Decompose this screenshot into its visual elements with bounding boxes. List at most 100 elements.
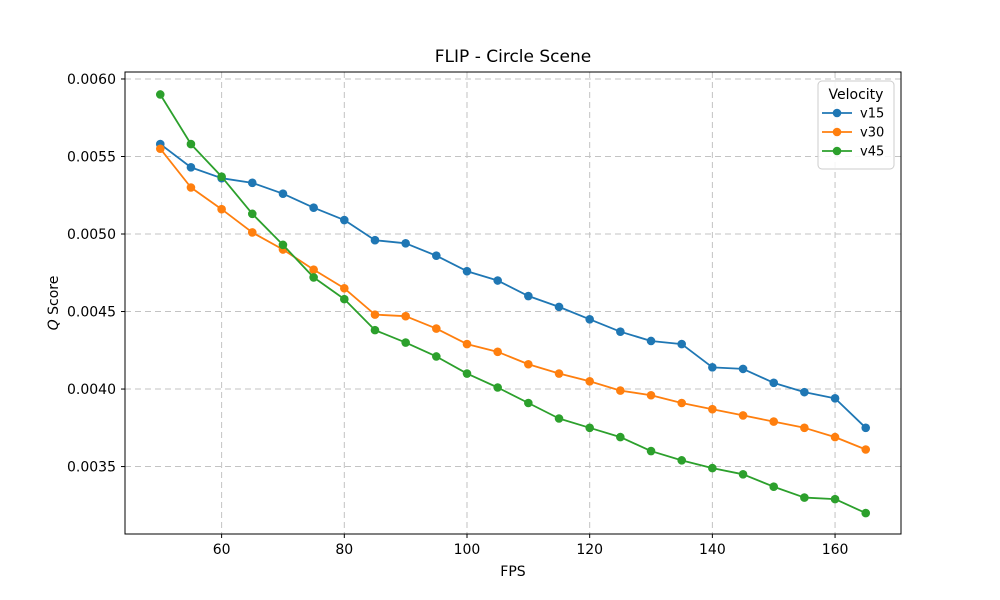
data-point-v15 (401, 239, 410, 248)
data-point-v30 (186, 183, 196, 192)
y-tick-label: 0.0050 (67, 227, 116, 243)
data-point-v45 (769, 482, 779, 492)
series-line-v30 (159, 147, 867, 451)
data-point-v45 (401, 338, 410, 347)
y-tick-label: 0.0045 (67, 305, 116, 321)
x-tick-label: 140 (699, 542, 726, 558)
data-point-v45 (278, 240, 288, 250)
data-point-v30 (155, 144, 165, 154)
data-point-v15 (738, 364, 748, 374)
data-point-v30 (493, 347, 502, 357)
data-point-v45 (309, 273, 318, 282)
y-tick-label: 0.0060 (67, 72, 116, 88)
data-point-v45 (186, 139, 196, 149)
data-point-v45 (616, 432, 625, 442)
data-point-v45 (247, 209, 257, 219)
data-point-v30 (370, 310, 380, 319)
data-point-v15 (769, 378, 779, 388)
data-point-v30 (462, 339, 472, 349)
data-point-v30 (800, 423, 809, 433)
data-point-v45 (493, 383, 502, 392)
data-point-v45 (554, 414, 564, 423)
data-point-v30 (217, 204, 226, 214)
x-tick-label: 120 (576, 542, 603, 558)
data-point-v30 (432, 324, 441, 333)
legend-entry-label: v15 (860, 107, 884, 122)
data-point-v45 (861, 508, 871, 518)
legend-marker-v30 (832, 127, 842, 137)
legend-entry-label: v45 (860, 145, 884, 160)
chart-title: FLIP - Circle Scene (435, 47, 591, 67)
data-point-v45 (340, 294, 349, 304)
data-point-v15 (585, 314, 594, 324)
data-point-v15 (278, 189, 288, 199)
x-tick-label: 80 (335, 542, 353, 558)
data-point-v30 (247, 228, 257, 237)
data-point-v45 (155, 90, 165, 99)
data-point-v15 (370, 235, 380, 245)
legend-entries: v15 v30 v45 (822, 107, 884, 160)
data-point-v30 (340, 283, 349, 293)
series-line-v15 (159, 143, 867, 429)
data-point-v30 (309, 265, 318, 274)
grid-layer (125, 72, 901, 534)
data-point-v15 (247, 178, 257, 188)
legend: Velocity v15 v30 v45 (817, 80, 895, 170)
y-tick-label: 0.0035 (67, 460, 116, 476)
data-point-v45 (217, 172, 226, 181)
data-point-v15 (340, 215, 349, 225)
y-axis-label: Q Score (46, 276, 62, 331)
legend-title: Velocity (829, 87, 884, 103)
data-point-v45 (708, 463, 717, 473)
data-point-v15 (616, 327, 625, 336)
data-point-v30 (524, 359, 533, 369)
legend-marker-v45 (832, 146, 842, 156)
data-point-v30 (708, 404, 717, 414)
data-point-v15 (309, 203, 318, 212)
data-point-v30 (554, 369, 564, 378)
data-point-v15 (830, 394, 840, 403)
plot-border (124, 71, 902, 535)
data-point-v45 (677, 456, 686, 465)
data-point-v30 (585, 376, 594, 386)
x-tick-label: 160 (822, 542, 849, 558)
data-point-v30 (769, 417, 779, 426)
data-point-v15 (524, 291, 533, 301)
y-tick-label: 0.0055 (67, 149, 116, 165)
data-point-v15 (861, 423, 871, 433)
y-tick-label: 0.0040 (67, 382, 116, 398)
legend-entry-label: v30 (860, 126, 884, 141)
data-point-v30 (861, 445, 871, 454)
data-point-v15 (708, 363, 717, 372)
data-point-v45 (585, 423, 594, 433)
data-point-v15 (677, 339, 686, 349)
series-layer (155, 90, 871, 518)
data-point-v15 (646, 336, 656, 346)
x-tick-label: 100 (454, 542, 481, 558)
data-point-v45 (646, 446, 656, 456)
data-point-v30 (830, 432, 840, 442)
data-point-v30 (677, 398, 686, 408)
axes-layer: 60 80 100 120 140 160 0.0035 0.0040 0.0045 0.0050… (67, 71, 902, 558)
data-point-v30 (738, 411, 748, 420)
data-point-v45 (370, 325, 380, 335)
data-point-v45 (432, 352, 441, 361)
data-point-v15 (493, 276, 502, 285)
data-point-v30 (401, 311, 410, 321)
data-point-v15 (800, 387, 809, 397)
data-point-v15 (554, 302, 564, 312)
data-point-v45 (524, 398, 533, 408)
data-point-v15 (462, 266, 472, 276)
legend-marker-v15 (832, 108, 842, 118)
x-tick-label: 60 (213, 542, 231, 558)
data-point-v45 (738, 470, 748, 479)
data-point-v30 (646, 390, 656, 400)
data-point-v45 (462, 369, 472, 378)
data-point-v15 (186, 163, 196, 172)
data-point-v45 (800, 493, 809, 502)
series-line-v45 (159, 93, 867, 514)
x-axis-label: FPS (500, 564, 525, 580)
data-point-v30 (616, 386, 625, 395)
